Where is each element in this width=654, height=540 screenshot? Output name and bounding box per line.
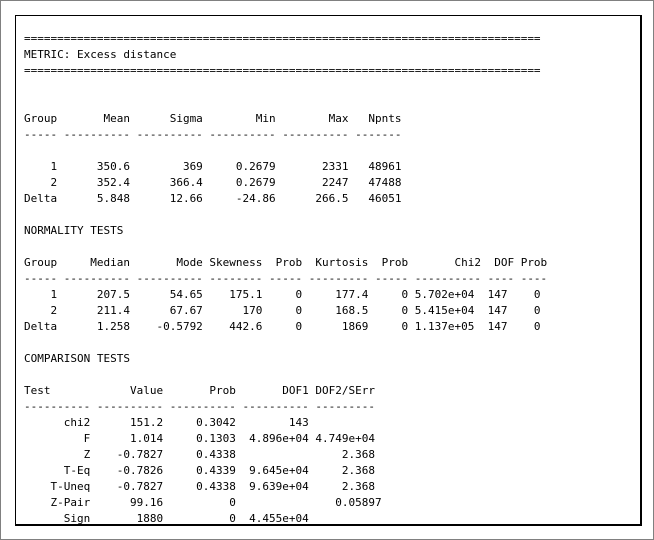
separator-line: ========================================… — [24, 32, 541, 45]
normality-row-group-2: 2 211.4 67.67 170 0 168.5 0 5.415e+04 14… — [24, 304, 541, 317]
blank-line — [24, 143, 547, 159]
normality-divider: ----- ---------- ---------- -------- ---… — [24, 272, 548, 285]
blank-line — [24, 95, 547, 111]
summary-header: Group Mean Sigma Min Max Npnts — [24, 112, 402, 125]
summary-row-delta: Delta 5.848 12.66 -24.86 266.5 46051 — [24, 192, 402, 205]
normality-tests-heading: NORMALITY TESTS — [24, 224, 124, 237]
summary-row-group-2: 2 352.4 366.4 0.2679 2247 47488 — [24, 176, 402, 189]
comparison-divider: ---------- ---------- ---------- -------… — [24, 400, 375, 413]
blank-line — [24, 367, 547, 383]
comparison-row-chi2: chi2 151.2 0.3042 143 — [24, 416, 309, 429]
blank-line — [24, 207, 547, 223]
comparison-row-t-uneq: T-Uneq -0.7827 0.4338 9.639e+04 2.368 — [24, 480, 375, 493]
metric-title: METRIC: Excess distance — [24, 48, 177, 61]
blank-line — [24, 239, 547, 255]
comparison-header: Test Value Prob DOF1 DOF2/SErr — [24, 384, 375, 397]
blank-line — [24, 335, 547, 351]
normality-row-delta: Delta 1.258 -0.5792 442.6 0 1869 0 1.137… — [24, 320, 541, 333]
report-text: ========================================… — [24, 31, 547, 527]
comparison-row-t-eq: T-Eq -0.7826 0.4339 9.645e+04 2.368 — [24, 464, 375, 477]
comparison-row-z-pair: Z-Pair 99.16 0 0.05897 — [24, 496, 382, 509]
comparison-row-f: F 1.014 0.1303 4.896e+04 4.749e+04 — [24, 432, 375, 445]
report-panel: ========================================… — [15, 15, 642, 526]
comparison-row-sign: Sign 1880 0 4.455e+04 — [24, 512, 309, 525]
normality-row-group-1: 1 207.5 54.65 175.1 0 177.4 0 5.702e+04 … — [24, 288, 541, 301]
normality-header: Group Median Mode Skewness Prob Kurtosis… — [24, 256, 548, 269]
summary-divider: ----- ---------- ---------- ---------- -… — [24, 128, 402, 141]
blank-line — [24, 79, 547, 95]
comparison-tests-heading: COMPARISON TESTS — [24, 352, 130, 365]
comparison-row-z: Z -0.7827 0.4338 2.368 — [24, 448, 375, 461]
summary-row-group-1: 1 350.6 369 0.2679 2331 48961 — [24, 160, 402, 173]
separator-line: ========================================… — [24, 64, 541, 77]
